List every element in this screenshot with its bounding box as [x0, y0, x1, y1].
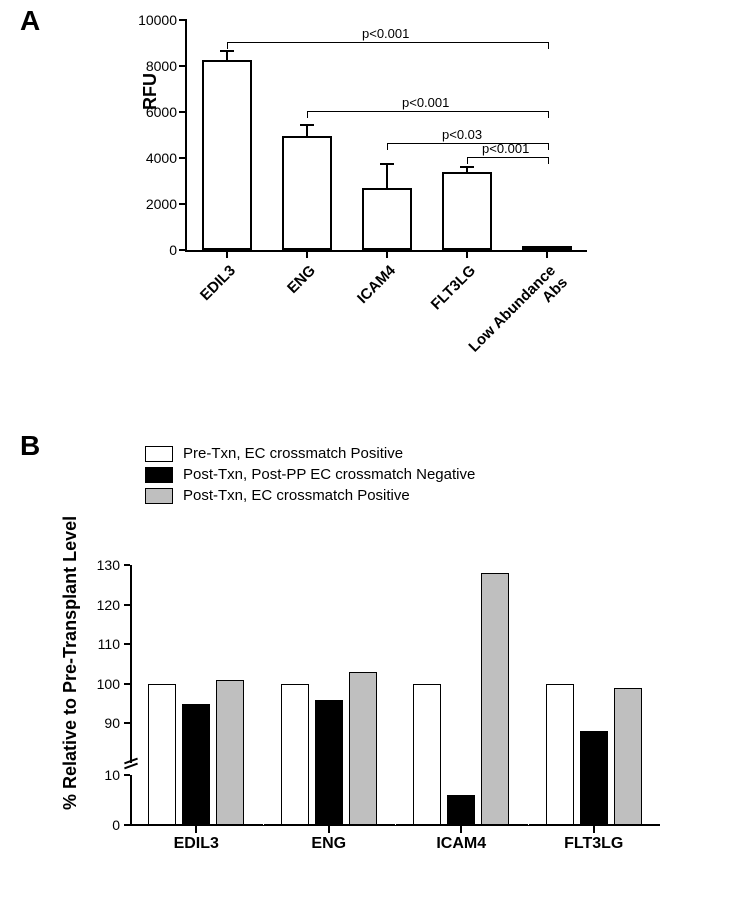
- chart-b-ytick: 0: [80, 817, 120, 833]
- chart-b-xlabel: EDIL3: [146, 835, 246, 853]
- chart-b-bar: [546, 684, 574, 825]
- panel-b-label: B: [20, 430, 40, 462]
- panel-a-label: A: [20, 5, 40, 37]
- chart-a-bar: [282, 136, 332, 250]
- chart-a: RFU 0200040006000800010000EDIL3ENGICAM4F…: [105, 10, 605, 380]
- chart-b-bar: [447, 795, 475, 825]
- chart-a-pvalue: p<0.001: [402, 95, 449, 110]
- legend-label: Pre-Txn, EC crossmatch Positive: [183, 445, 403, 462]
- chart-b-bar: [580, 731, 608, 825]
- chart-b-bar: [281, 684, 309, 825]
- chart-b-bar: [614, 688, 642, 825]
- chart-b-ytick: 110: [80, 636, 120, 652]
- chart-b-xlabel: FLT3LG: [544, 835, 644, 853]
- chart-a-ytick: 6000: [127, 104, 177, 120]
- chart-a-plot: 0200040006000800010000EDIL3ENGICAM4FLT3L…: [185, 20, 587, 252]
- legend-label: Post-Txn, EC crossmatch Positive: [183, 487, 410, 504]
- chart-a-ytick: 10000: [127, 12, 177, 28]
- chart-a-pvalue: p<0.001: [482, 141, 529, 156]
- chart-b-xlabel: ICAM4: [411, 835, 511, 853]
- chart-b-ytick: 120: [80, 597, 120, 613]
- chart-a-ytick: 0: [127, 242, 177, 258]
- chart-b-legend: Pre-Txn, EC crossmatch Positive Post-Txn,…: [145, 445, 475, 508]
- chart-a-ytick: 8000: [127, 58, 177, 74]
- chart-a-pvalue: p<0.001: [362, 26, 409, 41]
- chart-a-ytick: 4000: [127, 150, 177, 166]
- chart-b-bar: [413, 684, 441, 825]
- chart-b-bar: [349, 672, 377, 825]
- chart-b-plot: 01090100110120130EDIL3ENGICAM4FLT3LG: [130, 565, 660, 825]
- chart-b: % Relative to Pre-Transplant Level Pre-T…: [45, 430, 685, 880]
- chart-b-xlabel: ENG: [279, 835, 379, 853]
- chart-a-bar: [442, 172, 492, 250]
- chart-b-ytick: 10: [80, 767, 120, 783]
- chart-b-ytick: 130: [80, 557, 120, 573]
- legend-label: Post-Txn, Post-PP EC crossmatch Negative: [183, 466, 475, 483]
- chart-b-ytick: 100: [80, 676, 120, 692]
- chart-a-pvalue: p<0.03: [442, 127, 482, 142]
- chart-b-bar: [182, 704, 210, 825]
- chart-a-bar: [202, 60, 252, 250]
- chart-b-bar: [216, 680, 244, 825]
- chart-b-bar: [481, 573, 509, 825]
- chart-b-ytick: 90: [80, 715, 120, 731]
- chart-b-bar: [315, 700, 343, 825]
- chart-a-xlabel: Low Abundance Abs: [462, 262, 571, 371]
- chart-b-bar: [148, 684, 176, 825]
- chart-a-ytick: 2000: [127, 196, 177, 212]
- chart-a-bar: [362, 188, 412, 250]
- chart-b-ylabel: % Relative to Pre-Transplant Level: [60, 516, 81, 810]
